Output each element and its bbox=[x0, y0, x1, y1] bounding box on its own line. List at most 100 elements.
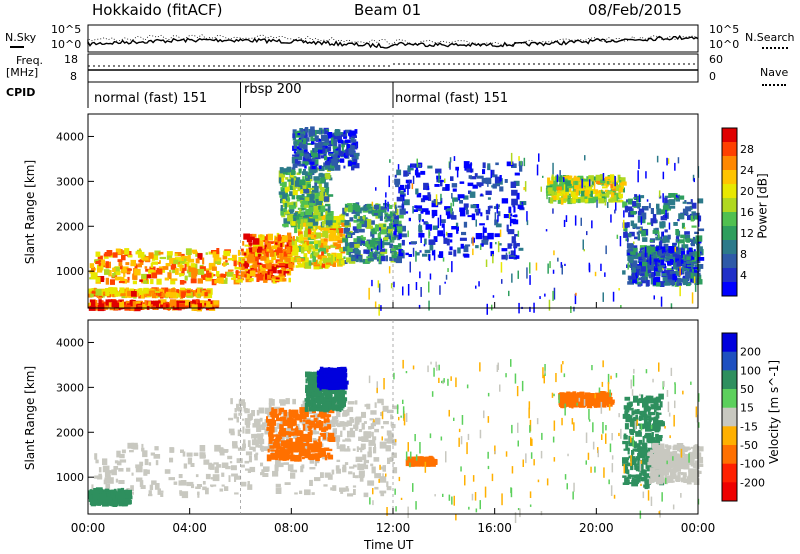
power-cell-7-136 bbox=[351, 154, 357, 161]
power-speck-117 bbox=[565, 215, 568, 222]
vel-cell-5-259 bbox=[91, 490, 98, 493]
power-cell-8-191 bbox=[422, 253, 428, 257]
vel-cell-1-195 bbox=[374, 402, 377, 408]
power-cell-8-250 bbox=[469, 191, 476, 198]
power-cell-6-162 bbox=[389, 243, 394, 248]
vel-cell-0-236 bbox=[370, 463, 374, 467]
power-cell-10-242 bbox=[663, 205, 669, 212]
power-speck-209 bbox=[542, 175, 544, 178]
vel-cell-1-163 bbox=[380, 412, 383, 417]
power-cell-4-116 bbox=[309, 241, 316, 245]
vel-cell-5-244 bbox=[110, 500, 117, 507]
power-cell-3-229 bbox=[271, 245, 279, 250]
power-cell-8-3 bbox=[443, 233, 446, 238]
power-cell-5-31 bbox=[281, 181, 287, 188]
vel-cell-0-207 bbox=[179, 490, 183, 495]
vel-cell-3-212 bbox=[328, 405, 336, 410]
power-cell-1-231 bbox=[164, 287, 169, 294]
power-cell-2-250 bbox=[173, 259, 179, 265]
vel-cell-2-219 bbox=[292, 412, 295, 417]
power-speck-27 bbox=[660, 296, 663, 307]
vel-cell-0-86 bbox=[352, 464, 357, 468]
power-cell-8-0 bbox=[420, 170, 426, 175]
power-speck-126 bbox=[450, 202, 452, 214]
power-cell-6-177 bbox=[344, 207, 351, 212]
vel-cell-2-117 bbox=[268, 438, 273, 444]
vel-cell-2-41 bbox=[313, 417, 318, 422]
power-cell-8-210 bbox=[499, 186, 504, 192]
power-cell-5-126 bbox=[302, 182, 307, 189]
power-cell-2-223 bbox=[151, 272, 158, 279]
vel-cell-1-173 bbox=[342, 412, 348, 417]
vel-cell-0-230 bbox=[260, 462, 264, 467]
power-cell-6-248 bbox=[389, 237, 395, 243]
vel-cell-1-78 bbox=[325, 420, 332, 427]
power-cell-2-198 bbox=[184, 263, 187, 271]
power-cell-4-207 bbox=[338, 258, 343, 266]
power-cell-9-256 bbox=[608, 199, 613, 203]
vel-cell-0-217 bbox=[135, 465, 143, 473]
vel-cell-0-72 bbox=[247, 468, 251, 473]
power-cell-6-81 bbox=[384, 242, 391, 246]
power-cell-2-182 bbox=[216, 248, 220, 255]
vel-cell-2-257 bbox=[279, 429, 283, 433]
power-cell-11-175 bbox=[688, 253, 696, 260]
power-cell-2-63 bbox=[174, 252, 182, 257]
power-cell-2-61 bbox=[221, 279, 228, 284]
power-cell-4-160 bbox=[337, 237, 343, 244]
power-cell-6-127 bbox=[395, 251, 401, 255]
power-cell-2-68 bbox=[188, 272, 192, 278]
power-cell-11-162 bbox=[686, 283, 691, 287]
nsearch-legend-line bbox=[762, 47, 788, 49]
power-speck-149 bbox=[535, 262, 538, 271]
power-cell-9-225 bbox=[588, 175, 594, 182]
power-cell-0-173 bbox=[189, 300, 192, 306]
vel-cell-0-67 bbox=[240, 481, 247, 487]
power-speck-157 bbox=[693, 178, 695, 183]
power-cell-2-172 bbox=[142, 257, 149, 261]
power-speck-202 bbox=[407, 230, 409, 238]
power-speck-183 bbox=[649, 254, 652, 265]
power-cell-7-246 bbox=[303, 153, 310, 157]
power-cell-7-3 bbox=[351, 164, 355, 171]
power-cell-10-256 bbox=[652, 214, 657, 219]
power-cell-2-227 bbox=[218, 277, 224, 284]
vel-cell-1-211 bbox=[370, 423, 375, 429]
vel-cell-0-142 bbox=[148, 490, 152, 496]
power-cell-9-189 bbox=[595, 174, 601, 182]
power-cell-11-89 bbox=[658, 256, 664, 260]
power-cell-5-49 bbox=[329, 220, 337, 223]
power-cell-3-241 bbox=[281, 235, 288, 243]
power-cell-6-206 bbox=[356, 238, 361, 245]
vel-cell-0-226 bbox=[294, 492, 298, 495]
power-cell-2-53 bbox=[118, 261, 123, 267]
power-cell-8-85 bbox=[459, 181, 465, 184]
power-cell-6-218 bbox=[387, 216, 391, 219]
power-speck-73 bbox=[692, 174, 695, 181]
power-cell-6-249 bbox=[374, 224, 379, 232]
vel-cell-0-13 bbox=[181, 491, 189, 499]
power-cell-4-185 bbox=[332, 263, 336, 267]
power-cell-9-250 bbox=[613, 184, 616, 189]
power-cell-10-158 bbox=[638, 208, 644, 213]
power-cell-11-87 bbox=[657, 257, 665, 265]
power-cell-2-152 bbox=[180, 273, 185, 277]
power-cell-1-217 bbox=[181, 291, 187, 296]
cpid-segment-1: normal (fast) 151 bbox=[94, 91, 208, 106]
power-cell-10-83 bbox=[659, 239, 663, 247]
power-cell-3-249 bbox=[242, 252, 247, 256]
power-cell-10-196 bbox=[628, 233, 632, 236]
power-cell-8-91 bbox=[443, 237, 448, 244]
power-cell-4-215 bbox=[292, 245, 298, 250]
power-cell-4-203 bbox=[326, 246, 329, 253]
vel-cell-1-70 bbox=[372, 436, 377, 441]
power-cell-5-72 bbox=[284, 187, 288, 194]
power-speck-223 bbox=[644, 246, 647, 257]
power-cell-8-35 bbox=[504, 179, 508, 183]
power-cell-2-255 bbox=[238, 257, 245, 262]
power-cell-8-256 bbox=[463, 254, 470, 258]
vel-cell-4-234 bbox=[324, 373, 331, 376]
vel-cell-0-51 bbox=[231, 473, 238, 477]
vel-cell-4-222 bbox=[325, 368, 329, 373]
power-speck-191 bbox=[389, 235, 392, 240]
